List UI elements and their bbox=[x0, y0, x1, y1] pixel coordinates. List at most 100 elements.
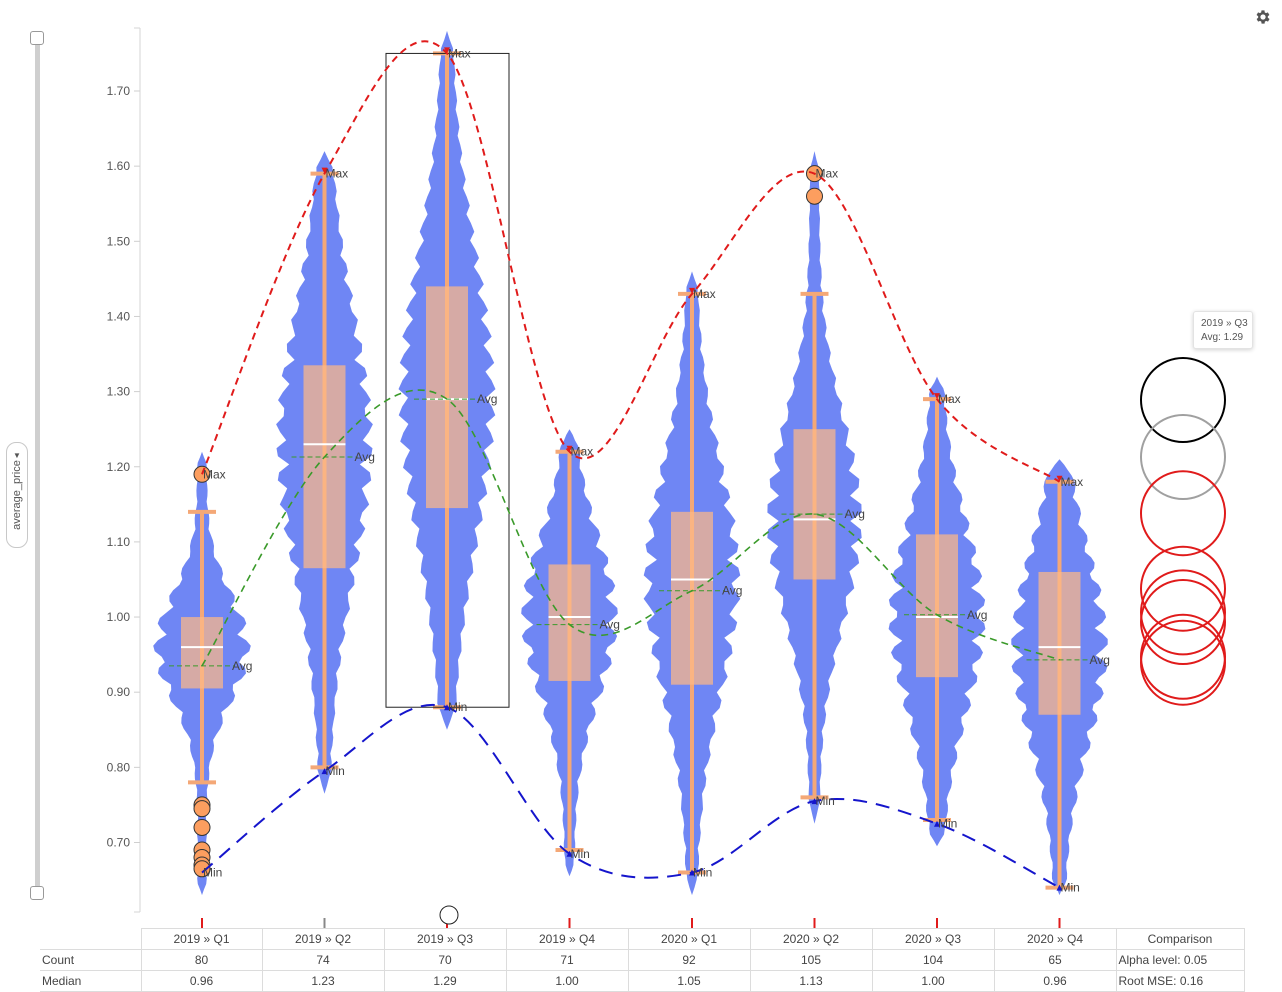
y-tick-label: 1.50 bbox=[107, 234, 131, 248]
max-label: Max bbox=[693, 287, 716, 301]
comparison-circle bbox=[1140, 545, 1226, 632]
mark-labels: Max Min Avg Max Min Avg Max Min Avg Max Min Avg Max M… bbox=[203, 46, 1110, 894]
table-cell: 1.13 bbox=[749, 970, 873, 992]
table-cell: 1.05 bbox=[627, 970, 751, 992]
table-cell: 105 bbox=[749, 949, 873, 971]
table-row: Count 80 74 70 71 92 105 104 65 Alpha level: 0.05 bbox=[40, 949, 1245, 971]
table-cell: 0.96 bbox=[140, 970, 263, 992]
comparison-circle bbox=[1140, 619, 1226, 706]
table-header-cell: 2020 » Q3 bbox=[871, 928, 995, 950]
table-cell-comparison: Root MSE: 0.16 bbox=[1115, 970, 1245, 992]
table-header-cell: 2019 » Q3 bbox=[383, 928, 507, 950]
table-cell: 74 bbox=[261, 949, 385, 971]
chevron-down-icon: ▼ bbox=[13, 451, 21, 460]
iqr-box bbox=[916, 534, 958, 678]
y-tick-label: 1.10 bbox=[107, 535, 131, 549]
y-range-slider[interactable] bbox=[35, 40, 40, 900]
min-label: Min bbox=[938, 817, 957, 831]
table-cell: 71 bbox=[505, 949, 629, 971]
max-label: Max bbox=[448, 46, 471, 60]
y-tick-label: 1.70 bbox=[107, 84, 131, 98]
max-label: Max bbox=[1061, 475, 1084, 489]
table-row: Median 0.96 1.23 1.29 1.00 1.05 1.13 1.00 0.96 Ro… bbox=[40, 970, 1245, 992]
table-cell: 65 bbox=[993, 949, 1117, 971]
comparison-circles bbox=[1140, 357, 1226, 706]
max-trend-line bbox=[201, 40, 1061, 483]
min-label: Min bbox=[448, 700, 467, 714]
avg-label: Avg bbox=[1090, 653, 1110, 667]
table-cell: 1.00 bbox=[871, 970, 995, 992]
comparison-circle bbox=[1140, 414, 1226, 500]
min-label: Min bbox=[1061, 881, 1080, 895]
outlier-point bbox=[806, 187, 823, 205]
iqr-box bbox=[548, 564, 591, 681]
avg-trend-line bbox=[201, 389, 1060, 667]
comparison-circle bbox=[1140, 613, 1226, 700]
y-axis-selector[interactable]: ▼ average_price bbox=[6, 442, 28, 548]
max-label: Max bbox=[938, 392, 961, 406]
y-axis-label: average_price bbox=[11, 460, 23, 530]
table-cell: 104 bbox=[871, 949, 995, 971]
tooltip-value: Avg: 1.29 bbox=[1201, 332, 1244, 343]
table-row-label: Count bbox=[40, 949, 142, 971]
trend-lines bbox=[201, 40, 1061, 889]
y-axis: 0.70 0.80 0.90 1.00 1.10 1.20 1.30 1.40 1.50 1.60… bbox=[107, 27, 1061, 928]
avg-label: Avg bbox=[355, 450, 375, 464]
min-label: Min bbox=[693, 866, 712, 880]
gear-icon[interactable] bbox=[1254, 8, 1272, 26]
table-cell: 1.00 bbox=[505, 970, 629, 992]
min-label: Min bbox=[326, 764, 345, 778]
table-cell: 1.29 bbox=[383, 970, 507, 992]
table-cell: 1.23 bbox=[261, 970, 385, 992]
y-tick-label: 0.90 bbox=[107, 685, 131, 699]
iqr-box bbox=[303, 365, 346, 569]
slider-handle-bottom[interactable] bbox=[30, 886, 44, 900]
table-header-cell: 2019 » Q1 bbox=[140, 928, 263, 950]
y-tick-label: 0.70 bbox=[107, 836, 131, 850]
max-marker bbox=[1056, 475, 1063, 482]
table-header-cell: 2019 » Q2 bbox=[261, 928, 385, 950]
table-row-label: Median bbox=[40, 970, 142, 992]
iqr-box bbox=[181, 617, 223, 689]
avg-label: Avg bbox=[232, 659, 252, 673]
avg-label: Avg bbox=[722, 584, 742, 598]
tooltip-title: 2019 » Q3 bbox=[1201, 318, 1248, 329]
max-marker bbox=[566, 445, 573, 452]
outlier-point bbox=[193, 860, 211, 878]
max-marker bbox=[444, 47, 450, 54]
slider-handle-top[interactable] bbox=[30, 31, 44, 45]
min-marker bbox=[321, 768, 328, 775]
avg-label: Avg bbox=[600, 618, 620, 632]
tooltip: 2019 » Q3 Avg: 1.29 bbox=[1193, 311, 1253, 349]
max-marker bbox=[934, 393, 940, 400]
min-label: Min bbox=[571, 847, 590, 861]
y-tick-label: 1.40 bbox=[107, 309, 131, 323]
table-cell-comparison: Alpha level: 0.05 bbox=[1115, 949, 1245, 971]
table-cell: 92 bbox=[627, 949, 751, 971]
violins bbox=[153, 30, 1108, 896]
y-tick-label: 1.30 bbox=[107, 385, 131, 399]
comparison-circle bbox=[1140, 569, 1226, 656]
iqr-box bbox=[1038, 571, 1081, 715]
comparison-circle bbox=[1140, 357, 1226, 443]
table-header-cell: 2020 » Q1 bbox=[627, 928, 751, 950]
avg-label: Avg bbox=[967, 608, 987, 622]
table-header-cell: 2019 » Q4 bbox=[505, 928, 629, 950]
comparison-circle bbox=[1140, 579, 1226, 665]
outlier-point bbox=[193, 818, 211, 836]
iqr-box bbox=[426, 286, 468, 509]
max-label: Max bbox=[816, 167, 839, 181]
min-marker bbox=[934, 820, 940, 827]
y-tick-label: 0.80 bbox=[107, 760, 131, 774]
max-label: Max bbox=[571, 445, 594, 459]
outlier-point bbox=[193, 800, 211, 818]
selection-marker bbox=[439, 905, 459, 925]
avg-label: Avg bbox=[477, 392, 497, 406]
avg-label: Avg bbox=[845, 507, 865, 521]
max-marker bbox=[689, 287, 695, 294]
min-label: Min bbox=[816, 794, 835, 808]
iqr-box bbox=[793, 429, 836, 580]
y-tick-label: 1.60 bbox=[107, 159, 131, 173]
table-cell: 80 bbox=[140, 949, 263, 971]
